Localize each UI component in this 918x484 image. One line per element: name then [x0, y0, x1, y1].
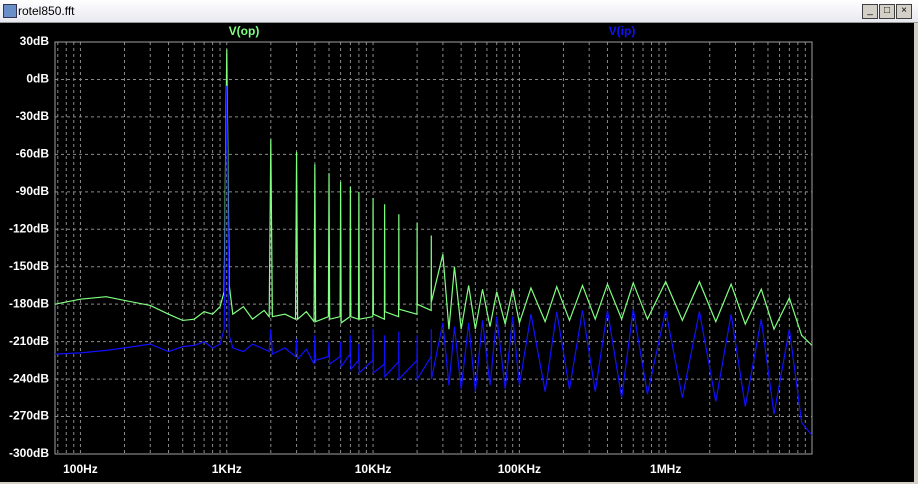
chart: 30dB 0dB -30dB -60dB -90dB -120dB -150dB -180dB… [0, 23, 914, 482]
title-bar: rotel850.fft _ □ × [0, 0, 918, 23]
window-title: rotel850.fft [18, 4, 75, 18]
y-tick-label: -120dB [9, 221, 49, 235]
minimize-button[interactable]: _ [862, 4, 878, 19]
y-tick-label: -210dB [9, 334, 49, 348]
maximize-button[interactable]: □ [879, 4, 895, 19]
y-tick-label: -270dB [9, 409, 49, 423]
plot-background [0, 23, 914, 482]
y-tick-label: 30dB [20, 34, 50, 48]
series-line [54, 85, 813, 436]
y-tick-label: -150dB [9, 259, 49, 273]
x-tick-label: 1KHz [212, 462, 242, 476]
y-tick-label: -30dB [16, 109, 50, 123]
x-tick-label: 100Hz [63, 462, 98, 476]
x-tick-label: 1MHz [650, 462, 681, 476]
y-tick-label: 0dB [26, 72, 49, 86]
legend-label: V(op) [229, 24, 260, 38]
y-tick-label: -300dB [9, 446, 49, 460]
window-icon [3, 4, 17, 18]
x-tick-label: 100KHz [498, 462, 541, 476]
x-tick-label: 10KHz [355, 462, 392, 476]
y-tick-label: -240dB [9, 371, 49, 385]
y-tick-label: -180dB [9, 296, 49, 310]
legend-label: V(ip) [609, 24, 636, 38]
series-line [54, 49, 813, 346]
y-tick-label: -60dB [16, 147, 50, 161]
close-button[interactable]: × [896, 4, 912, 19]
plot-border [54, 41, 813, 455]
y-tick-label: -90dB [16, 184, 50, 198]
